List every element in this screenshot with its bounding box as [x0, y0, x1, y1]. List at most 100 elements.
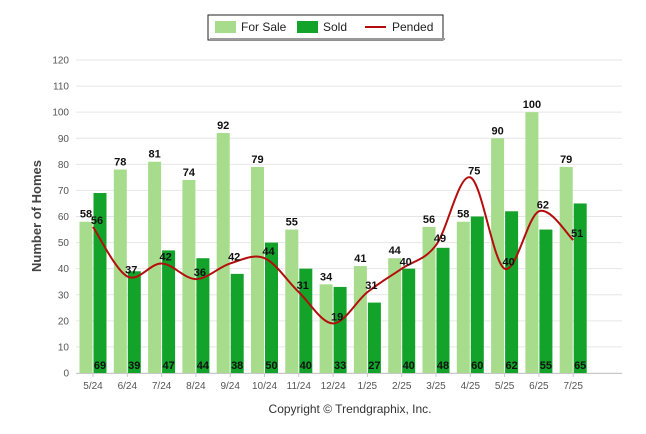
sold-bar	[127, 271, 141, 373]
pended-value-label: 31	[297, 280, 309, 292]
y-axis-ticks: 0 10 20 30 40 50 60 70 80 90 100 110 120	[52, 56, 69, 380]
pended-value-label: 40	[400, 257, 412, 269]
for-sale-value-label: 58	[457, 209, 469, 221]
legend-swatch-for-sale	[215, 21, 236, 33]
legend-swatch-sold	[297, 21, 318, 33]
x-tick-label: 1/25	[358, 381, 378, 392]
sold-value-label: 47	[162, 360, 174, 372]
y-tick-label: 20	[58, 316, 70, 327]
y-tick-label: 40	[58, 264, 70, 275]
for-sale-value-label: 90	[491, 125, 503, 137]
y-tick-label: 30	[58, 290, 70, 301]
for-sale-value-label: 34	[320, 271, 333, 283]
for-sale-value-label: 55	[286, 217, 298, 229]
pended-line-series	[92, 176, 574, 325]
pended-value-label: 51	[571, 228, 583, 240]
pended-value-label: 19	[331, 311, 343, 323]
sold-value-label: 38	[231, 360, 243, 372]
sold-bar	[436, 247, 450, 373]
x-tick-label: 3/25	[426, 381, 446, 392]
x-tick-label: 9/24	[220, 381, 240, 392]
y-tick-label: 90	[58, 134, 70, 145]
for-sale-bar	[251, 166, 264, 373]
sold-value-label: 40	[300, 360, 312, 372]
copyright-credit: Copyright © Trendgraphix, Inc.	[269, 402, 432, 416]
for-sale-value-label: 58	[80, 209, 92, 221]
for-sale-value-label: 56	[423, 214, 435, 226]
legend-label-for-sale: For Sale	[241, 20, 287, 34]
sold-value-label: 44	[197, 360, 210, 372]
pended-value-label: 62	[537, 199, 549, 211]
y-tick-label: 110	[53, 82, 69, 93]
x-axis-ticks: 5/24 6/24 7/24 8/24 9/24 10/24 11/24 12/24 1/25 2…	[83, 373, 583, 392]
for-sale-bar	[319, 284, 333, 373]
for-sale-value-label: 79	[560, 154, 572, 166]
sold-bar	[573, 203, 587, 373]
sold-bar	[539, 229, 553, 373]
sold-bar	[265, 242, 278, 373]
for-sale-bar	[148, 161, 162, 373]
y-axis-title: Number of Homes	[29, 160, 44, 272]
for-sale-value-label: 81	[148, 149, 160, 161]
sold-value-label: 50	[265, 360, 277, 372]
sold-value-label: 55	[540, 360, 552, 372]
pended-value-label: 37	[125, 264, 137, 276]
pended-value-label: 36	[194, 267, 206, 279]
pended-value-label: 75	[468, 165, 480, 177]
y-tick-label: 10	[58, 342, 70, 353]
sold-value-label: 33	[334, 360, 346, 372]
x-tick-label: 10/24	[252, 381, 277, 392]
sold-bar	[402, 268, 416, 373]
sold-bar	[196, 258, 210, 373]
for-sale-value-label: 74	[183, 167, 196, 179]
sold-bar	[93, 193, 107, 373]
sold-bar	[505, 211, 519, 373]
for-sale-value-label: 79	[251, 154, 263, 166]
sold-bar	[162, 250, 176, 373]
x-tick-label: 7/24	[152, 381, 172, 392]
for-sale-bar	[216, 133, 230, 373]
legend-label-sold: Sold	[323, 20, 347, 34]
y-tick-label: 50	[58, 238, 70, 249]
sold-value-label: 27	[368, 360, 380, 372]
x-tick-label: 8/24	[186, 381, 206, 392]
legend: For Sale Sold Pended	[207, 14, 445, 41]
y-tick-label: 60	[58, 212, 70, 223]
x-tick-label: 5/24	[83, 381, 103, 392]
y-tick-label: 80	[58, 160, 70, 171]
sold-value-label: 48	[437, 360, 449, 372]
pended-value-label: 42	[228, 251, 240, 263]
x-tick-label: 5/25	[495, 381, 515, 392]
pended-line	[92, 176, 574, 325]
for-sale-bar	[388, 258, 402, 373]
x-tick-label: 11/24	[287, 381, 312, 392]
sold-value-label: 65	[574, 360, 586, 372]
sold-value-label: 69	[94, 360, 106, 372]
for-sale-value-label: 44	[389, 245, 402, 257]
sold-bar	[367, 302, 381, 373]
grid-lines	[76, 59, 622, 374]
sold-value-label: 39	[128, 360, 140, 372]
for-sale-bar	[559, 166, 573, 373]
sold-bar	[333, 286, 347, 373]
for-sale-bar	[456, 221, 470, 373]
x-tick-label: 4/25	[461, 381, 481, 392]
for-sale-bar	[79, 221, 93, 373]
legend-box	[207, 14, 444, 41]
y-tick-label: 0	[63, 369, 69, 380]
for-sale-value-label: 78	[114, 157, 126, 169]
y-tick-label: 70	[58, 186, 70, 197]
pended-value-label: 40	[502, 257, 514, 269]
pended-value-label: 44	[262, 246, 275, 258]
y-tick-label: 100	[52, 108, 69, 119]
legend-label-pended: Pended	[392, 20, 433, 34]
pended-value-label: 42	[159, 251, 171, 263]
bar-series	[79, 112, 587, 374]
x-tick-label: 12/24	[321, 381, 346, 392]
legend-shadow	[210, 38, 445, 40]
for-sale-bar	[422, 226, 436, 373]
x-tick-label: 6/25	[529, 381, 549, 392]
sold-bar	[230, 273, 244, 373]
for-sale-bar	[353, 266, 367, 373]
